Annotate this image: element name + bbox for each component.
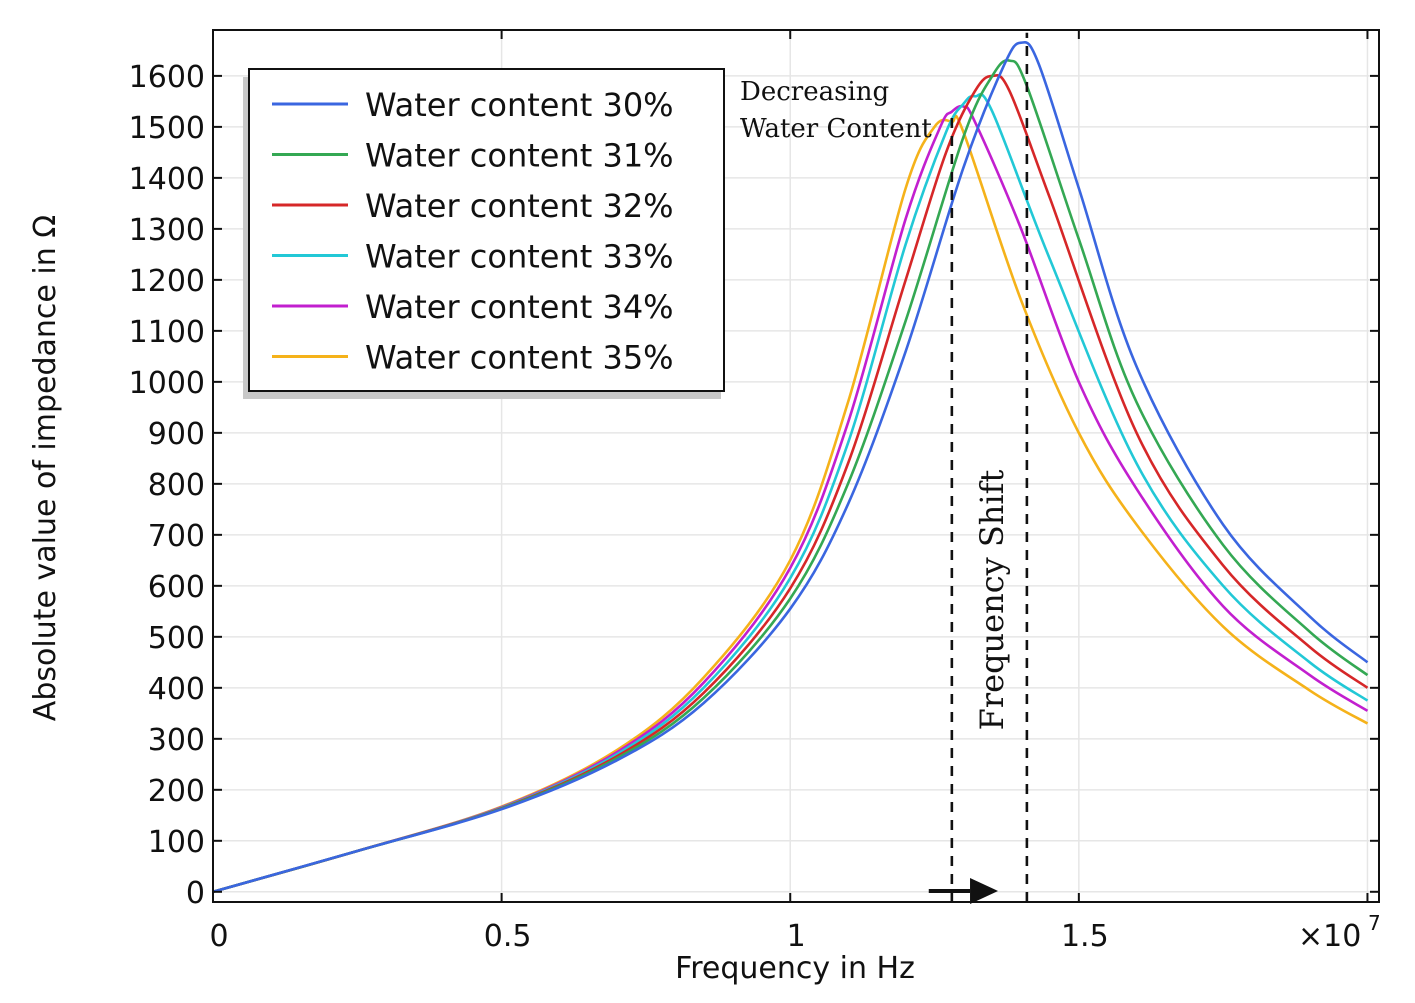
arrow-head [970, 877, 999, 904]
series-lines [212, 41, 1369, 894]
y-tick-label: 200 [148, 774, 205, 809]
y-tick-label: 100 [148, 825, 205, 860]
x-multiplier: ×10 7 [1298, 911, 1381, 954]
x-multiplier-exponent: 7 [1368, 911, 1381, 935]
y-tick-label: 700 [148, 519, 205, 554]
frequency-shift-label: Frequency Shift [973, 470, 1011, 731]
y-tick-label: 1200 [129, 264, 205, 299]
y-tick-label: 1600 [129, 60, 205, 95]
y-axis-title: Absolute value of impedance in Ω [28, 215, 63, 721]
frequency-shift-lines [950, 32, 1029, 902]
y-tick-label: 400 [148, 672, 205, 707]
y-tick-label: 500 [148, 621, 205, 656]
legend: Water content 30% Water content 31% Water … [243, 68, 725, 399]
x-tick-label: 0.5 [484, 919, 532, 954]
legend-label: Water content 32% [365, 187, 674, 225]
legend-box [248, 68, 725, 392]
y-tick-label: 0 [186, 876, 205, 911]
x-tick-label: 1.5 [1061, 919, 1109, 954]
y-tick-label: 1300 [129, 213, 205, 248]
axis-ticks [212, 30, 1379, 902]
y-tick-label: 300 [148, 723, 205, 758]
arrow-label-line2: Water Content [740, 114, 932, 144]
plot-frame [212, 29, 1380, 903]
y-tick-label: 800 [148, 468, 205, 503]
y-tick-label: 1100 [129, 315, 205, 350]
x-tick-label: 1 [787, 919, 806, 954]
y-tick-label: 1400 [129, 162, 205, 197]
y-tick-label: 600 [148, 570, 205, 605]
legend-label: Water content 35% [365, 339, 674, 377]
x-axis-title: Frequency in Hz [675, 951, 915, 986]
x-tick-label: 0 [209, 919, 228, 954]
tick-labels: 0 100 200 300 400 500 600 700 800 900 1000 1100 1200… [129, 60, 1109, 954]
y-tick-label: 1000 [129, 366, 205, 401]
x-multiplier-base: ×10 [1298, 919, 1361, 954]
legend-label: Water content 30% [365, 86, 674, 124]
legend-label: Water content 34% [365, 288, 674, 326]
legend-label: Water content 31% [365, 137, 674, 175]
series-line [212, 41, 1369, 894]
y-tick-label: 900 [148, 417, 205, 452]
legend-label: Water content 33% [365, 238, 674, 276]
y-tick-label: 1500 [129, 111, 205, 146]
decreasing-arrow [928, 877, 999, 904]
arrow-label-line1: Decreasing [740, 77, 889, 107]
